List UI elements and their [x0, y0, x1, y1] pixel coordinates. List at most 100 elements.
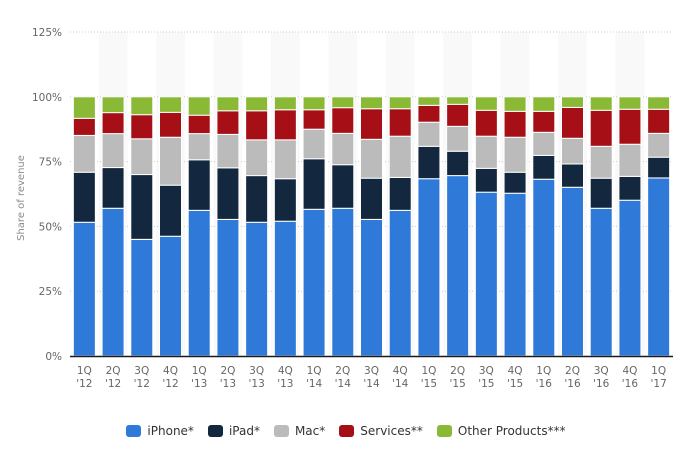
bar-mac[interactable]	[532, 131, 556, 156]
bar-other-products[interactable]	[474, 96, 498, 111]
bar-services[interactable]	[561, 106, 584, 139]
legend-item-services[interactable]: Services**	[339, 424, 423, 438]
bar-other-products[interactable]	[302, 96, 326, 111]
bar-iphone[interactable]	[532, 178, 556, 357]
bar-ipad[interactable]	[388, 176, 412, 211]
bar-ipad[interactable]	[273, 178, 297, 222]
bar-iphone[interactable]	[331, 207, 355, 357]
legend-item-iphone[interactable]: iPhone*	[126, 424, 194, 438]
bar-other-products[interactable]	[388, 96, 412, 110]
bar-other-products[interactable]	[159, 96, 182, 113]
bar-other-products[interactable]	[589, 96, 613, 111]
bar-mac[interactable]	[446, 125, 470, 152]
bar-mac[interactable]	[618, 143, 642, 177]
bar-services[interactable]	[417, 104, 441, 123]
bar-iphone[interactable]	[130, 238, 154, 357]
bar-other-products[interactable]	[360, 96, 383, 110]
bar-other-products[interactable]	[101, 96, 125, 114]
bar-services[interactable]	[159, 111, 182, 138]
bar-services[interactable]	[618, 108, 642, 145]
legend-item-mac[interactable]: Mac*	[273, 424, 325, 438]
bar-mac[interactable]	[503, 136, 527, 173]
bar-ipad[interactable]	[101, 167, 125, 209]
bar-iphone[interactable]	[216, 218, 240, 357]
bar-mac[interactable]	[72, 134, 96, 173]
bar-iphone[interactable]	[302, 208, 326, 357]
bar-iphone[interactable]	[589, 207, 613, 357]
bar-ipad[interactable]	[331, 164, 355, 209]
bar-ipad[interactable]	[72, 171, 96, 223]
bar-other-products[interactable]	[503, 96, 527, 112]
bar-mac[interactable]	[216, 133, 240, 169]
bar-other-products[interactable]	[532, 96, 556, 112]
bar-ipad[interactable]	[618, 175, 642, 201]
bar-other-products[interactable]	[618, 96, 642, 110]
bar-other-products[interactable]	[216, 96, 240, 112]
bar-iphone[interactable]	[245, 221, 269, 357]
bar-services[interactable]	[331, 107, 355, 134]
bar-mac[interactable]	[589, 145, 613, 179]
bar-iphone[interactable]	[417, 178, 441, 357]
bar-iphone[interactable]	[388, 209, 412, 357]
bar-iphone[interactable]	[474, 191, 498, 357]
bar-iphone[interactable]	[561, 186, 584, 357]
bar-other-products[interactable]	[273, 96, 297, 111]
bar-iphone[interactable]	[159, 235, 182, 357]
bar-mac[interactable]	[245, 139, 269, 177]
bar-services[interactable]	[589, 109, 613, 147]
bar-ipad[interactable]	[360, 177, 383, 220]
bar-services[interactable]	[245, 110, 269, 141]
bar-ipad[interactable]	[532, 154, 556, 180]
bar-ipad[interactable]	[130, 174, 154, 240]
bar-iphone[interactable]	[618, 199, 642, 357]
bar-ipad[interactable]	[446, 150, 470, 177]
bar-services[interactable]	[647, 108, 671, 134]
bar-services[interactable]	[360, 108, 383, 140]
bar-mac[interactable]	[331, 132, 355, 166]
bar-ipad[interactable]	[647, 156, 671, 179]
bar-ipad[interactable]	[589, 177, 613, 209]
bar-mac[interactable]	[159, 136, 182, 186]
bar-mac[interactable]	[101, 133, 125, 169]
bar-services[interactable]	[388, 108, 412, 137]
bar-ipad[interactable]	[302, 158, 326, 210]
bar-ipad[interactable]	[474, 167, 498, 193]
bar-services[interactable]	[72, 117, 96, 136]
bar-ipad[interactable]	[245, 175, 269, 223]
bar-other-products[interactable]	[331, 96, 355, 109]
legend-item-ipad[interactable]: iPad*	[207, 424, 260, 438]
bar-mac[interactable]	[360, 138, 383, 179]
bar-other-products[interactable]	[245, 96, 269, 112]
bar-ipad[interactable]	[503, 171, 527, 194]
bar-mac[interactable]	[273, 139, 297, 180]
bar-iphone[interactable]	[72, 221, 96, 357]
bar-other-products[interactable]	[561, 96, 584, 108]
bar-iphone[interactable]	[446, 175, 470, 357]
bar-iphone[interactable]	[503, 192, 527, 357]
bar-mac[interactable]	[388, 135, 412, 178]
bar-ipad[interactable]	[216, 167, 240, 220]
bar-mac[interactable]	[187, 133, 211, 161]
bar-services[interactable]	[216, 110, 240, 135]
bar-other-products[interactable]	[417, 96, 441, 106]
bar-mac[interactable]	[474, 135, 498, 169]
bar-mac[interactable]	[647, 132, 671, 158]
bar-other-products[interactable]	[72, 96, 96, 119]
bar-ipad[interactable]	[561, 163, 584, 188]
bar-services[interactable]	[503, 110, 527, 138]
bar-other-products[interactable]	[446, 96, 470, 105]
bar-iphone[interactable]	[101, 207, 125, 357]
bar-services[interactable]	[474, 109, 498, 137]
bar-ipad[interactable]	[159, 184, 182, 237]
bar-mac[interactable]	[561, 137, 584, 165]
bar-iphone[interactable]	[647, 177, 671, 357]
bar-iphone[interactable]	[273, 220, 297, 357]
bar-services[interactable]	[130, 114, 154, 140]
bar-other-products[interactable]	[647, 96, 671, 110]
bar-services[interactable]	[302, 109, 326, 130]
bar-other-products[interactable]	[187, 96, 211, 116]
bar-other-products[interactable]	[130, 96, 154, 116]
bar-mac[interactable]	[417, 121, 441, 147]
bar-services[interactable]	[446, 103, 470, 127]
bar-iphone[interactable]	[360, 218, 383, 357]
